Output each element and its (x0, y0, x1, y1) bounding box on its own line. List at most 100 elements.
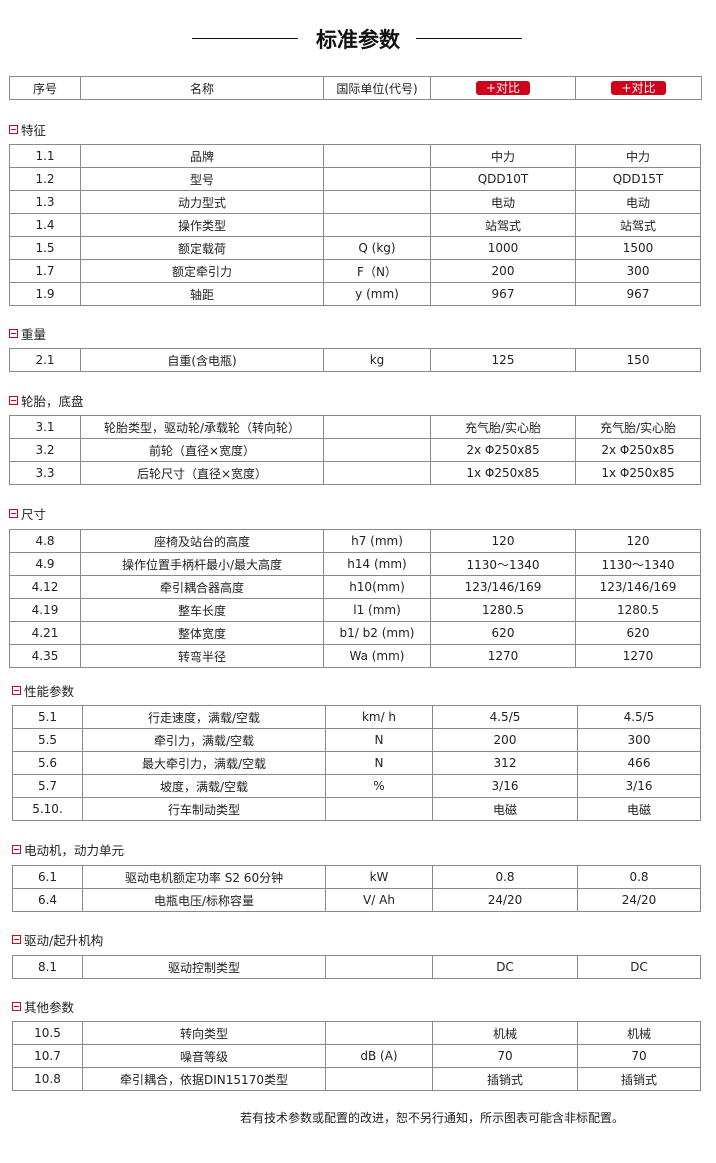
section-title: 轮胎，底盘 (21, 394, 84, 409)
spec-value-2: 1130～1340 (575, 552, 701, 576)
spec-index: 1.2 (9, 167, 81, 191)
spec-name: 坡度，满载/空载 (82, 774, 326, 798)
spec-index: 3.3 (9, 461, 81, 485)
collapse-icon[interactable] (9, 509, 18, 518)
spec-table: 8.1 驱动控制类型 DC DC (12, 955, 701, 979)
spec-value-2: DC (577, 955, 701, 979)
compare-button[interactable]: +对比 (611, 81, 666, 95)
spec-value-2: 24/20 (577, 888, 701, 912)
collapse-icon[interactable] (9, 329, 18, 338)
spec-index: 4.35 (9, 644, 81, 668)
section-header[interactable]: 尺寸 (9, 504, 46, 523)
spec-unit: y (mm) (323, 282, 431, 306)
spec-value-1: 70 (432, 1044, 578, 1068)
collapse-icon[interactable] (9, 125, 18, 134)
spec-unit: V/ Ah (325, 888, 433, 912)
spec-value-1: 插销式 (432, 1067, 578, 1091)
spec-value-1: 120 (430, 529, 576, 553)
spec-value-1: 123/146/169 (430, 575, 576, 599)
table-row: 4.35 转弯半径 Wa (mm) 1270 1270 (9, 644, 701, 668)
table-row: 3.2 前轮（直径×宽度） 2x Φ250x85 2x Φ250x85 (9, 438, 701, 462)
spec-value-1: 3/16 (432, 774, 578, 798)
title-line-left (192, 38, 298, 39)
section-header[interactable]: 电动机，动力单元 (12, 840, 124, 859)
spec-value-2: 1270 (575, 644, 701, 668)
collapse-icon[interactable] (12, 1002, 21, 1011)
spec-index: 10.7 (12, 1044, 83, 1068)
spec-unit: km/ h (325, 705, 433, 729)
spec-value-1: 1130～1340 (430, 552, 576, 576)
spec-unit: dB (A) (325, 1044, 433, 1068)
section-header[interactable]: 重量 (9, 324, 46, 343)
spec-index: 5.10. (12, 797, 83, 821)
spec-name: 整体宽度 (80, 621, 324, 645)
spec-name: 整车长度 (80, 598, 324, 622)
section-header[interactable]: 特征 (9, 120, 46, 139)
spec-name: 牵引耦合，依据DIN15170类型 (82, 1067, 326, 1091)
spec-value-1: 2x Φ250x85 (430, 438, 576, 462)
spec-index: 6.1 (12, 865, 83, 889)
collapse-icon[interactable] (12, 935, 21, 944)
spec-value-1: 312 (432, 751, 578, 775)
spec-value-2: 123/146/169 (575, 575, 701, 599)
spec-unit: h10(mm) (323, 575, 431, 599)
table-row: 1.7 额定牵引力 F（N） 200 300 (9, 259, 701, 283)
header-unit: 国际单位(代号) (323, 76, 431, 100)
table-row: 5.10. 行车制动类型 电磁 电磁 (12, 797, 701, 821)
table-row: 2.1 自重(含电瓶) kg 125 150 (9, 348, 701, 372)
header-table: 序号 名称 国际单位(代号) +对比 +对比 (9, 76, 702, 100)
table-row: 1.2 型号 QDD10T QDD15T (9, 167, 701, 191)
title-line-right (416, 38, 522, 39)
spec-value-2: 中力 (575, 144, 701, 168)
spec-unit: Wa (mm) (323, 644, 431, 668)
spec-table: 10.5 转向类型 机械 机械 10.7 噪音等级 dB (A) 70 70 10.8 牵引耦合，依… (12, 1021, 701, 1091)
spec-value-2: 967 (575, 282, 701, 306)
spec-value-2: 466 (577, 751, 701, 775)
section-title: 特征 (21, 123, 47, 138)
spec-name: 座椅及站台的高度 (80, 529, 324, 553)
spec-name: 牵引耦合器高度 (80, 575, 324, 599)
table-row: 6.4 电瓶电压/标称容量 V/ Ah 24/20 24/20 (12, 888, 701, 912)
spec-index: 4.21 (9, 621, 81, 645)
spec-name: 驱动电机额定功率 S2 60分钟 (82, 865, 326, 889)
spec-unit (325, 1021, 433, 1045)
section-header[interactable]: 性能参数 (12, 681, 74, 700)
spec-name: 额定牵引力 (80, 259, 324, 283)
spec-index: 5.5 (12, 728, 83, 752)
spec-value-2: 150 (575, 348, 701, 372)
spec-index: 6.4 (12, 888, 83, 912)
spec-value-2: 站驾式 (575, 213, 701, 237)
spec-name: 操作位置手柄杆最小/最大高度 (80, 552, 324, 576)
section-title: 其他参数 (24, 1000, 75, 1015)
spec-unit (323, 213, 431, 237)
spec-index: 1.1 (9, 144, 81, 168)
collapse-icon[interactable] (9, 396, 18, 405)
spec-unit (323, 167, 431, 191)
spec-name: 行走速度，满载/空载 (82, 705, 326, 729)
spec-name: 自重(含电瓶) (80, 348, 324, 372)
section-header[interactable]: 驱动/起升机构 (12, 930, 103, 949)
spec-name: 后轮尺寸（直径×宽度） (80, 461, 324, 485)
spec-value-1: 电磁 (432, 797, 578, 821)
spec-unit: % (325, 774, 433, 798)
spec-index: 10.5 (12, 1021, 83, 1045)
spec-unit (323, 190, 431, 214)
spec-unit: kg (323, 348, 431, 372)
spec-value-1: DC (432, 955, 578, 979)
compare-button[interactable]: +对比 (475, 81, 531, 95)
spec-index: 1.9 (9, 282, 81, 306)
collapse-icon[interactable] (12, 686, 21, 695)
spec-unit (323, 461, 431, 485)
spec-value-2: 电磁 (577, 797, 701, 821)
header-name: 名称 (80, 76, 324, 100)
table-row: 1.3 动力型式 电动 电动 (9, 190, 701, 214)
spec-name: 最大牵引力，满载/空载 (82, 751, 326, 775)
collapse-icon[interactable] (12, 845, 21, 854)
section-header[interactable]: 轮胎，底盘 (9, 391, 84, 410)
spec-name: 转向类型 (82, 1021, 326, 1045)
section-header[interactable]: 其他参数 (12, 997, 74, 1016)
spec-unit: Q (kg) (323, 236, 431, 260)
table-row: 1.4 操作类型 站驾式 站驾式 (9, 213, 701, 237)
spec-index: 10.8 (12, 1067, 83, 1091)
spec-name: 品牌 (80, 144, 324, 168)
